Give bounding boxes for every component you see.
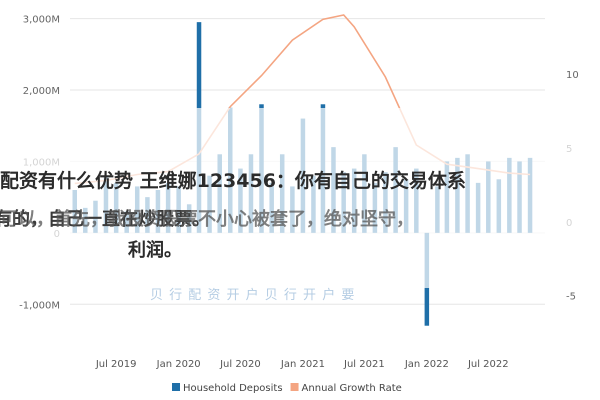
text-overlay-banner: 配资有什么优势 王维娜123456：你有自己的交易体系 有的，自己一直在炒股票。… [0, 108, 600, 288]
x-tick-label: Jul 2022 [467, 359, 509, 370]
x-tick-label: Jul 2021 [343, 359, 385, 370]
x-tick-label: Jul 2019 [95, 359, 137, 370]
overlay-line-1: 配资有什么优势 王维娜123456：你有自己的交易体系 [0, 170, 466, 192]
x-axis: Jul 2019 Jan 2020 Jul 2020 Jan 2021 Jul 2021… [95, 359, 509, 370]
legend-label: Annual Growth Rate [302, 383, 402, 394]
y-right-tick-label: 10 [566, 70, 579, 81]
legend-label: Household Deposits [183, 383, 283, 394]
blurred-text-strip: 贝 行 配 资 开 户 贝 行 开 户 要 [150, 288, 356, 303]
y-left-tick-label: 3,000M [23, 15, 60, 26]
legend: Household Deposits Annual Growth Rate [172, 383, 402, 394]
x-tick-label: Jul 2020 [219, 359, 261, 370]
overlay-line-2-front: 可以，首先，我投资股票不小心被套了，绝对坚守， [0, 209, 414, 230]
y-right-tick-label: -5 [566, 292, 576, 303]
x-tick-label: Jan 2020 [156, 359, 201, 370]
x-tick-label: Jan 2021 [280, 359, 325, 370]
y-left-tick-label: 2,000M [23, 86, 60, 97]
legend-swatch [172, 383, 180, 391]
legend-swatch [290, 383, 299, 391]
x-tick-label: Jan 2022 [404, 359, 449, 370]
overlay-line-2-back: 有的，自己一直在炒股票。 [0, 209, 210, 230]
overlay-line-3: 利润。 [128, 240, 182, 261]
y-left-tick-label: -1,000M [19, 300, 60, 311]
